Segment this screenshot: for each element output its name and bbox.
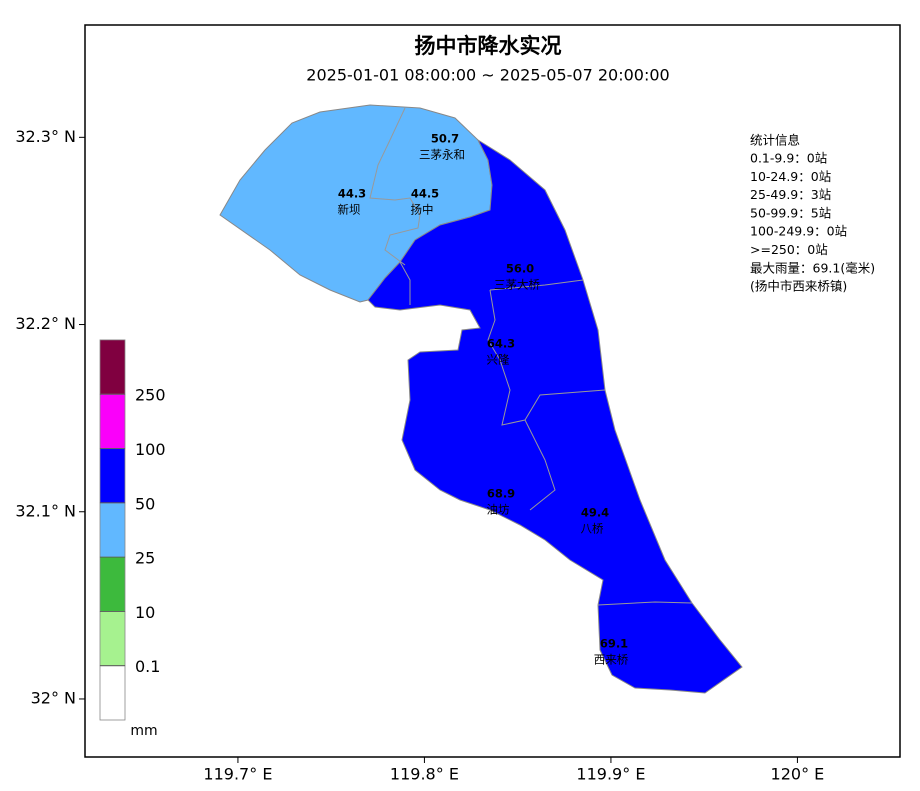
region-borders xyxy=(369,107,693,606)
station-name: 兴隆 xyxy=(487,353,510,367)
map-title: 扬中市降水实况 xyxy=(415,34,562,58)
border xyxy=(597,601,693,606)
border xyxy=(487,289,606,426)
legend-swatch xyxy=(99,393,126,449)
station-value: 56.0 xyxy=(506,262,534,276)
legend-swatch xyxy=(99,448,126,504)
y-tick-label: 32.3° N xyxy=(15,127,76,146)
stats-line: 100-249.9：0站 xyxy=(750,224,847,239)
map-subtitle: 2025-01-01 08:00:00 ~ 2025-05-07 20:00:0… xyxy=(306,66,669,85)
y-tick-label: 32° N xyxy=(31,688,76,707)
station-name: 三茅永和 xyxy=(419,148,465,162)
station-name: 油坊 xyxy=(487,503,510,517)
legend-label: 250 xyxy=(135,386,166,405)
y-tick-label: 32.1° N xyxy=(15,501,76,520)
stats-line: 10-24.9：0站 xyxy=(750,169,831,184)
station-name: 新坝 xyxy=(338,203,361,217)
x-tick-label: 119.7° E xyxy=(203,765,272,784)
legend-label: 100 xyxy=(135,440,166,459)
stats-line: (扬中市西来桥镇) xyxy=(750,279,847,294)
station-value: 44.3 xyxy=(338,187,366,201)
stats-line: 最大雨量：69.1(毫米) xyxy=(750,260,875,275)
legend-label: 10 xyxy=(135,603,155,622)
border xyxy=(399,261,411,305)
legend-swatch xyxy=(99,611,126,667)
legend-unit: mm xyxy=(130,723,157,739)
border xyxy=(489,279,584,291)
station-name: 扬中 xyxy=(411,203,434,217)
legend-swatch xyxy=(99,556,126,612)
station-value: 49.4 xyxy=(581,506,609,520)
border xyxy=(524,419,556,511)
legend-label: 0.1 xyxy=(135,657,160,676)
station-value: 68.9 xyxy=(487,487,515,501)
x-tick-label: 119.8° E xyxy=(390,765,459,784)
legend-label: 25 xyxy=(135,549,155,568)
x-tick-label: 119.9° E xyxy=(576,765,645,784)
stats-line: 25-49.9：3站 xyxy=(750,187,831,202)
legend-label: 50 xyxy=(135,494,155,513)
station-value: 50.7 xyxy=(431,132,459,146)
legend-swatch xyxy=(99,665,126,721)
station-name: 八桥 xyxy=(581,522,604,536)
region-blue xyxy=(367,138,743,694)
station-value: 64.3 xyxy=(487,337,515,351)
station-name: 西来桥 xyxy=(594,653,629,667)
stats-title: 统计信息 xyxy=(750,133,800,148)
station-name: 三茅大桥 xyxy=(494,278,540,292)
legend-swatch xyxy=(99,339,126,395)
station-value: 69.1 xyxy=(600,637,628,651)
station-value: 44.5 xyxy=(411,187,439,201)
stats-line: >=250：0站 xyxy=(750,242,828,257)
border xyxy=(369,107,421,266)
stats-line: 0.1-9.9：0站 xyxy=(750,151,827,166)
legend-swatch xyxy=(99,502,126,558)
y-tick-label: 32.2° N xyxy=(15,314,76,333)
x-tick-label: 120° E xyxy=(771,765,825,784)
stats-line: 50-99.9：5站 xyxy=(750,205,831,220)
